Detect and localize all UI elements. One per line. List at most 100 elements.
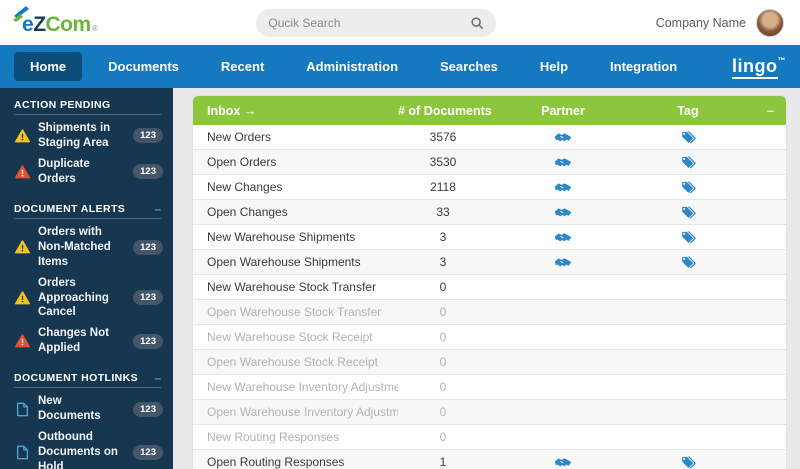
quick-search-box[interactable] (256, 8, 497, 37)
nav-tab-home[interactable]: Home (14, 52, 83, 81)
sidebar-item[interactable]: Duplicate Orders 123 (0, 154, 173, 190)
table-collapse-button[interactable]: – (767, 103, 774, 118)
sidebar-item-label: Orders Approaching Cancel (38, 276, 109, 319)
row-label: New Routing Responses (207, 430, 340, 444)
sidebar-item[interactable]: Orders Approaching Cancel 123 (0, 273, 173, 324)
table-row[interactable]: Open Orders 3530 (193, 150, 786, 175)
sidebar-section: DOCUMENT ALERTS – Orders with Non-Matche… (0, 197, 173, 360)
sidebar-item[interactable]: Shipments in Staging Area 123 (0, 118, 173, 154)
sidebar-section: ACTION PENDING Shipments in Staging Area… (0, 93, 173, 190)
lingo-brand-text: lingo (732, 56, 778, 79)
table-row[interactable]: Open Warehouse Shipments 3 (193, 250, 786, 275)
sidebar-section-title: DOCUMENT ALERTS (14, 202, 126, 215)
tag-icon[interactable] (638, 155, 738, 170)
partner-handshake-icon[interactable] (488, 456, 638, 469)
count-badge: 123 (133, 239, 163, 255)
partner-handshake-icon[interactable] (488, 206, 638, 219)
column-header-partner[interactable]: Partner (541, 103, 585, 118)
sidebar-item[interactable]: Changes Not Applied 123 (0, 323, 173, 359)
row-label: New Warehouse Stock Receipt (207, 330, 373, 344)
table-row[interactable]: New Warehouse Stock Receipt 0 (193, 325, 786, 350)
document-icon (14, 445, 30, 460)
user-avatar[interactable] (756, 8, 785, 37)
nav-tab-recent[interactable]: Recent (220, 59, 265, 74)
table-row[interactable]: Open Changes 33 (193, 200, 786, 225)
row-label: Open Warehouse Stock Receipt (207, 355, 378, 369)
partner-handshake-icon[interactable] (488, 181, 638, 194)
warning-yellow-icon (14, 129, 30, 143)
table-row[interactable]: Open Warehouse Stock Transfer 0 (193, 300, 786, 325)
nav-tab-integration[interactable]: Integration (610, 59, 678, 74)
section-collapse-button[interactable]: – (154, 371, 161, 386)
nav-tab-searches[interactable]: Searches (440, 59, 498, 74)
row-label: New Changes (207, 180, 283, 194)
table-row[interactable]: New Warehouse Shipments 3 (193, 225, 786, 250)
table-row[interactable]: New Orders 3576 (193, 125, 786, 150)
nav-tab-help[interactable]: Help (539, 59, 569, 74)
inbox-table-header: Inbox → # of Documents Partner Tag – (193, 96, 786, 125)
main-content: Inbox → # of Documents Partner Tag – New… (173, 88, 800, 469)
sidebar-item-label: Orders with Non-Matched Items (38, 225, 111, 268)
table-row[interactable]: New Changes 2118 (193, 175, 786, 200)
warning-red-icon (14, 334, 30, 348)
column-header-inbox[interactable]: Inbox → (207, 103, 257, 118)
row-label: New Orders (207, 130, 272, 144)
logo-text-com: Com (45, 12, 92, 36)
row-document-count: 1 (439, 455, 447, 469)
count-badge: 123 (133, 333, 163, 349)
row-document-count: 3576 (429, 130, 457, 144)
table-row[interactable]: New Warehouse Inventory Adjustment 0 (193, 375, 786, 400)
sidebar-section: DOCUMENT HOTLINKS – New Documents 123 Ou… (0, 366, 173, 469)
tag-icon[interactable] (638, 180, 738, 195)
search-input[interactable] (268, 15, 471, 30)
warning-red-icon (14, 165, 30, 179)
lingo-logo: lingo™ (732, 56, 786, 79)
tag-icon[interactable] (638, 130, 738, 145)
table-row[interactable]: Open Routing Responses 1 (193, 450, 786, 469)
table-row[interactable]: Open Warehouse Stock Receipt 0 (193, 350, 786, 375)
nav-tab-administration[interactable]: Administration (306, 59, 399, 74)
row-label: New Warehouse Inventory Adjustment (207, 380, 398, 394)
warning-yellow-icon (14, 240, 30, 254)
row-document-count: 0 (439, 355, 447, 369)
row-document-count: 0 (439, 305, 447, 319)
tag-icon[interactable] (638, 205, 738, 220)
logo-text-e: e (22, 12, 34, 36)
tag-icon[interactable] (638, 455, 738, 469)
row-document-count: 0 (439, 380, 447, 394)
tag-icon[interactable] (638, 230, 738, 245)
row-label: New Warehouse Stock Transfer (207, 280, 376, 294)
table-row[interactable]: New Routing Responses 0 (193, 425, 786, 450)
row-document-count: 3530 (429, 155, 457, 169)
row-document-count: 0 (439, 430, 447, 444)
logo-swoosh-icon (13, 5, 29, 22)
search-icon[interactable] (470, 16, 484, 30)
sidebar-item[interactable]: Orders with Non-Matched Items 123 (0, 222, 173, 273)
partner-handshake-icon[interactable] (488, 156, 638, 169)
sidebar-item-label: New Documents (38, 395, 101, 423)
column-header-documents[interactable]: # of Documents (398, 103, 492, 118)
section-collapse-button[interactable]: – (154, 201, 161, 216)
row-document-count: 33 (436, 205, 450, 219)
sidebar-item[interactable]: Outbound Documents on Hold 123 (0, 427, 173, 469)
tag-icon[interactable] (638, 255, 738, 270)
column-header-tag[interactable]: Tag (677, 103, 699, 118)
partner-handshake-icon[interactable] (488, 131, 638, 144)
row-label: Open Routing Responses (207, 455, 345, 469)
row-label: Open Warehouse Stock Transfer (207, 305, 382, 319)
table-row[interactable]: New Warehouse Stock Transfer 0 (193, 275, 786, 300)
sidebar-item[interactable]: New Documents 123 (0, 391, 173, 427)
partner-handshake-icon[interactable] (488, 231, 638, 244)
nav-tab-documents[interactable]: Documents (108, 59, 179, 74)
sidebar-item-label: Changes Not Applied (38, 327, 109, 355)
count-badge: 123 (133, 401, 163, 417)
row-document-count: 3 (439, 230, 447, 244)
table-row[interactable]: Open Warehouse Inventory Adjustment 0 (193, 400, 786, 425)
ezcom-logo[interactable]: e Z Com ® (13, 5, 98, 37)
row-label: New Warehouse Shipments (207, 230, 356, 244)
main-nav: Home Documents Recent Administration Searche… (0, 45, 800, 88)
partner-handshake-icon[interactable] (488, 256, 638, 269)
company-name: Company Name (655, 15, 747, 30)
row-document-count: 0 (439, 280, 447, 294)
